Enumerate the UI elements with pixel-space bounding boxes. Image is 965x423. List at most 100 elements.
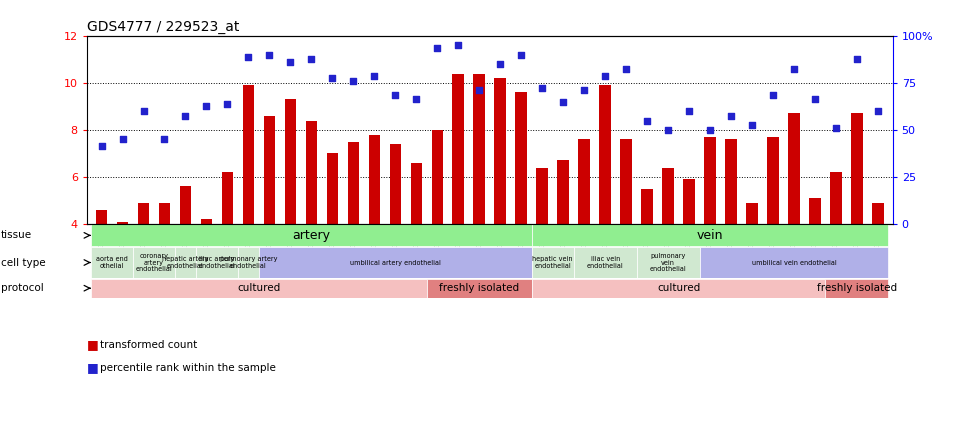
Bar <box>158 203 170 224</box>
Bar <box>91 247 133 277</box>
Bar <box>599 85 611 224</box>
Bar <box>117 222 128 224</box>
Bar <box>410 163 422 224</box>
Point <box>597 72 613 79</box>
Bar <box>537 168 548 224</box>
Point <box>472 87 487 93</box>
Point <box>408 96 424 103</box>
Bar <box>347 142 359 224</box>
Point <box>178 113 193 119</box>
Bar <box>810 198 821 224</box>
Point <box>724 113 739 119</box>
Text: cultured: cultured <box>657 283 701 293</box>
Point <box>262 51 277 58</box>
Bar <box>201 219 212 224</box>
Bar <box>285 99 296 224</box>
Text: iliac vein
endothelial: iliac vein endothelial <box>587 256 623 269</box>
Point <box>828 124 843 131</box>
Bar <box>306 121 317 224</box>
Bar <box>788 113 800 224</box>
Point <box>660 126 676 133</box>
Bar <box>96 210 107 224</box>
Bar <box>453 74 464 224</box>
Text: freshly isolated: freshly isolated <box>817 283 897 293</box>
Bar <box>851 113 863 224</box>
Bar <box>642 189 653 224</box>
Text: artery: artery <box>292 229 330 242</box>
Point <box>304 56 319 63</box>
Text: hepatic vein
endothelial: hepatic vein endothelial <box>533 256 573 269</box>
Bar <box>175 247 196 277</box>
Text: cell type: cell type <box>1 258 45 267</box>
Bar <box>532 279 825 298</box>
Text: aorta end
othelial: aorta end othelial <box>96 256 128 269</box>
Point <box>367 72 382 79</box>
Bar <box>558 160 569 224</box>
Point <box>513 51 529 58</box>
Point <box>283 58 298 65</box>
Point <box>220 101 235 107</box>
Text: protocol: protocol <box>1 283 43 293</box>
Point <box>388 91 403 98</box>
Text: coronary
artery
endothelial: coronary artery endothelial <box>136 253 173 272</box>
Point <box>324 75 340 82</box>
Bar <box>138 203 150 224</box>
Text: percentile rank within the sample: percentile rank within the sample <box>100 363 276 373</box>
Point <box>240 54 256 60</box>
Bar <box>830 172 841 224</box>
Bar <box>238 247 259 277</box>
Point <box>115 136 130 143</box>
Point <box>808 96 823 103</box>
Bar <box>263 116 275 224</box>
Point <box>94 143 109 150</box>
Point <box>744 122 759 129</box>
Text: ■: ■ <box>87 362 98 374</box>
Bar <box>620 139 632 224</box>
Point <box>681 108 697 115</box>
Text: umbilical artery endothelial: umbilical artery endothelial <box>350 259 441 266</box>
Bar <box>825 279 889 298</box>
Text: cultured: cultured <box>237 283 281 293</box>
Bar <box>91 279 427 298</box>
Point <box>556 98 571 105</box>
Point <box>619 66 634 72</box>
Bar <box>726 139 737 224</box>
Bar <box>746 203 758 224</box>
Bar <box>637 247 700 277</box>
Bar <box>683 179 695 224</box>
Bar <box>474 74 485 224</box>
Bar <box>700 247 889 277</box>
Bar <box>242 85 254 224</box>
Bar <box>704 137 716 224</box>
Bar <box>133 247 175 277</box>
Text: tissue: tissue <box>1 231 32 240</box>
Point <box>535 84 550 91</box>
Bar <box>91 224 532 246</box>
Bar <box>578 139 590 224</box>
Bar <box>427 279 532 298</box>
Bar <box>532 224 889 246</box>
Point <box>849 56 865 63</box>
Bar <box>259 247 532 277</box>
Bar <box>179 186 191 224</box>
Bar <box>494 78 506 224</box>
Point <box>786 66 802 72</box>
Text: GDS4777 / 229523_at: GDS4777 / 229523_at <box>87 19 239 33</box>
Text: hepatic artery
endothelial: hepatic artery endothelial <box>162 256 208 269</box>
Point <box>703 126 718 133</box>
Point <box>492 61 508 68</box>
Point <box>156 136 172 143</box>
Bar <box>196 247 238 277</box>
Bar <box>431 130 443 224</box>
Point <box>451 42 466 49</box>
Point <box>199 103 214 110</box>
Point <box>576 87 592 93</box>
Bar <box>872 203 884 224</box>
Text: ■: ■ <box>87 338 98 351</box>
Point <box>345 77 361 84</box>
Bar <box>767 137 779 224</box>
Text: freshly isolated: freshly isolated <box>439 283 519 293</box>
Text: transformed count: transformed count <box>100 340 198 350</box>
Text: pulmonary
vein
endothelial: pulmonary vein endothelial <box>649 253 686 272</box>
Point <box>136 108 152 115</box>
